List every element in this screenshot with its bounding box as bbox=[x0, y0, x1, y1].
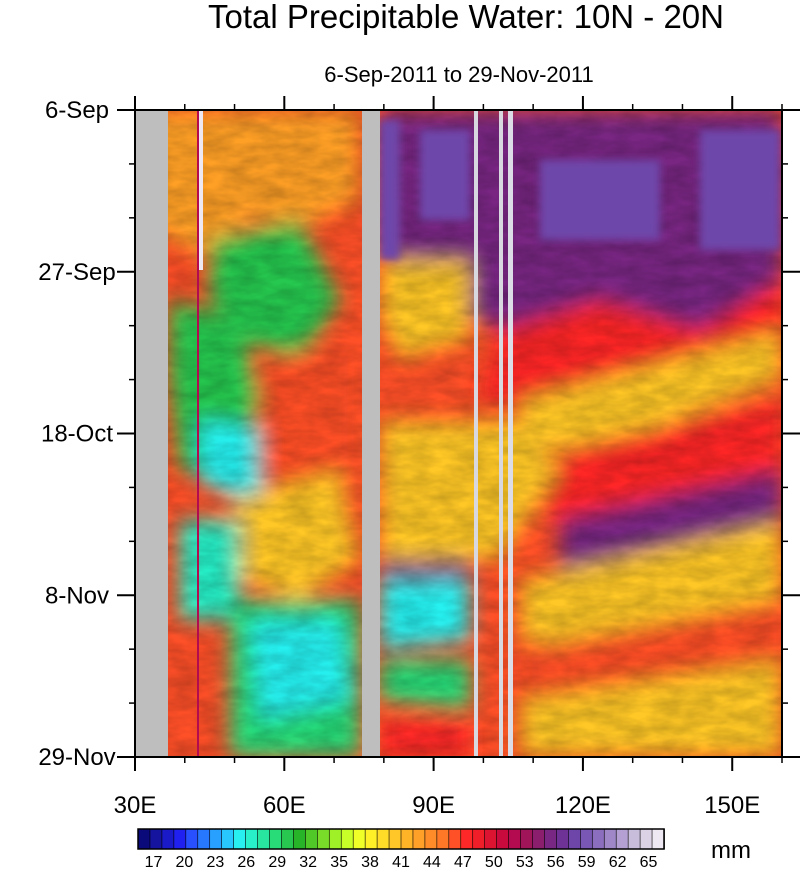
chart-title: Total Precipitable Water: 10N - 20N bbox=[208, 0, 724, 35]
colorbar-label: 50 bbox=[485, 854, 503, 871]
colorbar-box bbox=[352, 828, 366, 850]
colorbar-label: 59 bbox=[578, 854, 596, 871]
y-tick-label: 6-Sep bbox=[45, 97, 109, 124]
colorbar-box bbox=[532, 828, 546, 850]
colorbar-box bbox=[568, 828, 582, 850]
colorbar-label: 26 bbox=[237, 854, 255, 871]
colorbar-box bbox=[137, 828, 151, 850]
colorbar-box bbox=[245, 828, 259, 850]
colorbar-label: 41 bbox=[392, 854, 410, 871]
colorbar-box bbox=[293, 828, 307, 850]
colorbar-unit: mm bbox=[711, 837, 751, 864]
colorbar-label: 38 bbox=[361, 854, 379, 871]
colorbar-box bbox=[520, 828, 534, 850]
colorbar-box bbox=[627, 828, 641, 850]
colorbar-box bbox=[651, 828, 665, 850]
colorbar-label: 23 bbox=[206, 854, 224, 871]
colorbar-box bbox=[591, 828, 606, 850]
colorbar-box bbox=[472, 828, 486, 850]
colorbar-box bbox=[424, 828, 438, 850]
x-tick-label: 90E bbox=[412, 792, 455, 819]
colorbar-box bbox=[508, 828, 522, 850]
axes: 30E 60E 90E 120E 150E 6-Sep 27-Sep 18-Oct 8-Nov 2… bbox=[38, 96, 800, 819]
colorbar-box bbox=[185, 828, 199, 850]
colorbar-label: 35 bbox=[330, 854, 348, 871]
x-tick-label: 30E bbox=[114, 792, 157, 819]
colorbar-box bbox=[197, 828, 211, 850]
colorbar-box bbox=[340, 828, 354, 850]
plot-area bbox=[135, 110, 782, 757]
colorbar-label: 65 bbox=[640, 854, 658, 871]
colorbar-box bbox=[448, 828, 462, 850]
x-tick-label: 150E bbox=[704, 792, 760, 819]
colorbar-box bbox=[603, 828, 617, 850]
y-tick-label: 29-Nov bbox=[38, 744, 115, 771]
x-tick-label: 120E bbox=[555, 792, 611, 819]
colorbar-label: 56 bbox=[547, 854, 565, 871]
colorbar-box bbox=[209, 828, 223, 850]
colorbar-box bbox=[281, 828, 295, 850]
colorbar-box bbox=[305, 828, 319, 850]
x-tick-label: 60E bbox=[263, 792, 306, 819]
colorbar-box bbox=[317, 828, 331, 850]
colorbar-box bbox=[221, 828, 235, 850]
colorbar-frame bbox=[137, 828, 665, 850]
y-tick-label: 18-Oct bbox=[41, 421, 113, 448]
colorbar-box bbox=[484, 828, 498, 850]
colorbar-box bbox=[269, 828, 283, 850]
colorbar-box bbox=[556, 828, 570, 850]
colorbar: 17 20 23 26 29 32 35 38 41 44 47 50 53 56 59 62 65 bbox=[137, 828, 665, 871]
colorbar-label: 44 bbox=[423, 854, 441, 871]
colorbar-box bbox=[639, 828, 653, 850]
colorbar-box bbox=[364, 828, 378, 850]
colorbar-box bbox=[257, 828, 271, 850]
colorbar-box bbox=[161, 828, 175, 850]
colorbar-box bbox=[615, 828, 629, 850]
colorbar-box bbox=[400, 828, 414, 850]
colorbar-box bbox=[436, 828, 450, 850]
colorbar-box bbox=[460, 828, 474, 850]
colorbar-label: 62 bbox=[609, 854, 627, 871]
colorbar-label: 17 bbox=[145, 854, 163, 871]
colorbar-label: 53 bbox=[516, 854, 534, 871]
y-tick-label: 27-Sep bbox=[38, 259, 115, 286]
colorbar-label: 47 bbox=[454, 854, 472, 871]
chart-subtitle: 6-Sep-2011 to 29-Nov-2011 bbox=[324, 62, 593, 87]
colorbar-label: 32 bbox=[299, 854, 317, 871]
colorbar-box bbox=[580, 828, 594, 850]
colorbar-label: 20 bbox=[176, 854, 194, 871]
y-tick-label: 8-Nov bbox=[45, 582, 109, 609]
colorbar-box bbox=[412, 828, 426, 850]
colorbar-box bbox=[388, 828, 402, 850]
colorbar-box bbox=[233, 828, 247, 850]
colorbar-box bbox=[328, 828, 343, 850]
colorbar-box bbox=[496, 828, 510, 850]
colorbar-box bbox=[149, 828, 163, 850]
colorbar-box bbox=[173, 828, 187, 850]
colorbar-box bbox=[376, 828, 390, 850]
colorbar-box bbox=[544, 828, 558, 850]
colorbar-label: 29 bbox=[268, 854, 286, 871]
